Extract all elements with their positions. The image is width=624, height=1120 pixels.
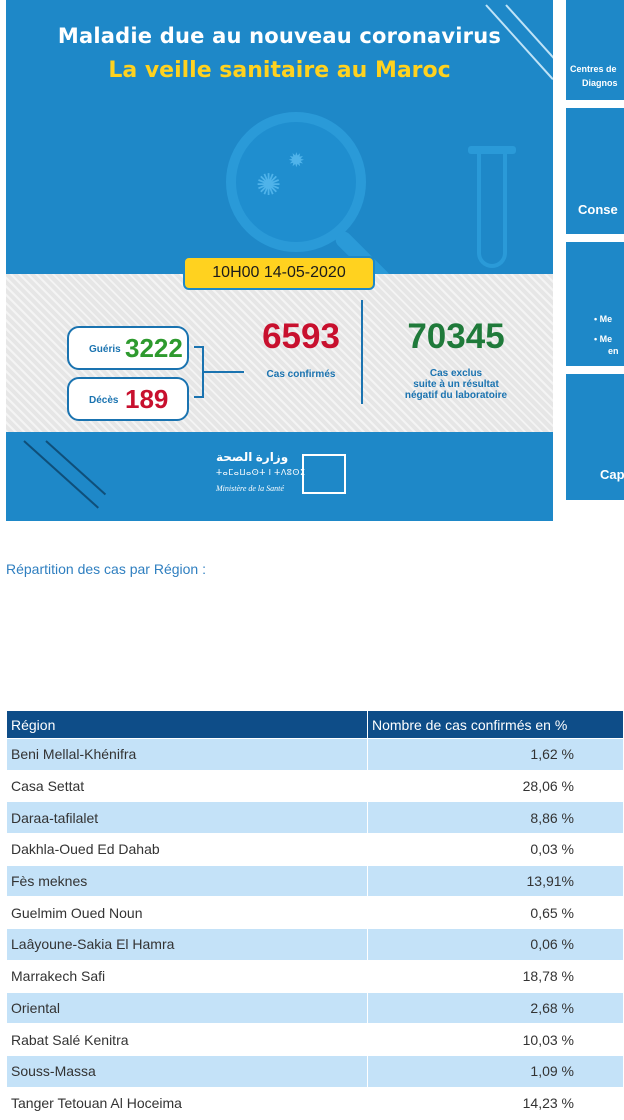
region-percentage: 2,68 % bbox=[367, 991, 624, 1025]
side-card-measures-line1: • Me bbox=[594, 314, 613, 324]
recovered-badge: Guéris 3222 bbox=[67, 326, 189, 370]
table-body: Beni Mellal-Khénifra 1,62 % Casa Settat 28,… bbox=[6, 738, 624, 1120]
region-name: Daraa-tafilalet bbox=[6, 801, 368, 835]
region-percentage: 13,91% bbox=[367, 864, 624, 898]
region-name: Marrakech Safi bbox=[6, 959, 368, 993]
region-percentage: 1,09 % bbox=[367, 1054, 624, 1088]
table-row: Guelmim Oued Noun 0,65 % bbox=[6, 896, 624, 930]
region-name: Fès meknes bbox=[6, 864, 368, 898]
region-percentage: 0,03 % bbox=[367, 833, 624, 866]
ministry-name-french: Ministère de la Santé bbox=[216, 484, 284, 493]
confirmed-label: Cas confirmés bbox=[266, 369, 336, 380]
deaths-label: Décès bbox=[89, 395, 119, 406]
region-name: Oriental bbox=[6, 991, 368, 1025]
region-percentage: 8,86 % bbox=[367, 801, 624, 835]
region-name: Casa Settat bbox=[6, 769, 368, 803]
region-percentage: 10,03 % bbox=[367, 1023, 624, 1056]
side-card-measures-line3: en bbox=[608, 346, 619, 356]
divider bbox=[361, 300, 363, 404]
region-name: Guelmim Oued Noun bbox=[6, 896, 368, 930]
ministry-emblem-icon bbox=[302, 454, 346, 494]
region-name: Tanger Tetouan Al Hoceima bbox=[6, 1086, 368, 1120]
region-percentage: 14,23 % bbox=[367, 1086, 624, 1120]
ministry-name-tifinagh: ⵜⴰⵎⴰⵡⴰⵙⵜ ⵏ ⵜⴷⵓⵙⵉ bbox=[216, 468, 306, 477]
test-tube-icon bbox=[477, 150, 507, 268]
region-name: Beni Mellal-Khénifra bbox=[6, 738, 368, 771]
virus-icon: ✹ bbox=[288, 150, 305, 172]
table-row: Marrakech Safi 18,78 % bbox=[6, 959, 624, 993]
region-percentage: 1,62 % bbox=[367, 738, 624, 771]
table-row: Casa Settat 28,06 % bbox=[6, 769, 624, 803]
region-name: Rabat Salé Kenitra bbox=[6, 1023, 368, 1056]
region-percentage: 28,06 % bbox=[367, 769, 624, 803]
deaths-count: 189 bbox=[125, 384, 169, 414]
side-card-diagnosis-line1: Centres de bbox=[570, 64, 617, 74]
excluded-label-3: négatif du laboratoire bbox=[404, 390, 508, 401]
covid-infographic: Maladie due au nouveau coronavirus La ve… bbox=[6, 0, 553, 521]
region-name: Laâyoune-Sakia El Hamra bbox=[6, 928, 368, 961]
recovered-count: 3222 bbox=[125, 333, 183, 363]
ministry-logo: وزارة الصحة ⵜⴰⵎⴰⵡⴰⵙⵜ ⵏ ⵜⴷⵓⵙⵉ Ministère d… bbox=[206, 450, 356, 502]
table-row: Rabat Salé Kenitra 10,03 % bbox=[6, 1023, 624, 1056]
side-card-measures[interactable]: • Me • Me en bbox=[566, 242, 624, 366]
side-card-advice-label: Conse bbox=[578, 202, 618, 217]
recovered-label: Guéris bbox=[89, 344, 121, 355]
side-card-diagnosis-line2: Diagnos bbox=[582, 78, 618, 88]
table-row: Souss-Massa 1,09 % bbox=[6, 1054, 624, 1088]
excluded-label-1: Cas exclus bbox=[429, 368, 483, 379]
connector-bracket bbox=[194, 346, 204, 398]
banner-subtitle: La veille sanitaire au Maroc bbox=[108, 58, 451, 83]
virus-icon: ✺ bbox=[256, 169, 282, 202]
excluded-count: 70345 bbox=[407, 317, 505, 356]
magnifier-icon bbox=[226, 112, 366, 252]
side-card-diagnosis[interactable]: Centres de Diagnos bbox=[566, 0, 624, 100]
excluded-label-2: suite à un résultat bbox=[413, 379, 499, 390]
table-row: Beni Mellal-Khénifra 1,62 % bbox=[6, 738, 624, 771]
side-card-capsules-label: Cap bbox=[600, 467, 624, 482]
header-percentage: Nombre de cas confirmés en % bbox=[367, 710, 624, 739]
side-card-measures-line2: • Me bbox=[594, 334, 613, 344]
region-percentage: 0,65 % bbox=[367, 896, 624, 930]
side-card-advice[interactable]: Conse bbox=[566, 108, 624, 234]
header-region: Région bbox=[6, 710, 368, 739]
confirmed-count: 6593 bbox=[262, 317, 340, 356]
ministry-name-arabic: وزارة الصحة bbox=[216, 450, 289, 464]
table-row: Daraa-tafilalet 8,86 % bbox=[6, 801, 624, 835]
side-card-capsules[interactable]: Cap bbox=[566, 374, 624, 500]
deaths-badge: Décès 189 bbox=[67, 377, 189, 421]
banner-title: Maladie due au nouveau coronavirus bbox=[57, 24, 502, 48]
table-row: Fès meknes 13,91% bbox=[6, 864, 624, 898]
table-row: Tanger Tetouan Al Hoceima 14,23 % bbox=[6, 1086, 624, 1120]
region-name: Souss-Massa bbox=[6, 1054, 368, 1088]
report-datetime: 10H00 14-05-2020 bbox=[183, 256, 375, 290]
table-row: Oriental 2,68 % bbox=[6, 991, 624, 1025]
connector-line bbox=[204, 371, 244, 373]
table-row: Dakhla-Oued Ed Dahab 0,03 % bbox=[6, 833, 624, 866]
region-cases-table: Région Nombre de cas confirmés en % Beni… bbox=[6, 710, 624, 1120]
region-percentage: 18,78 % bbox=[367, 959, 624, 993]
table-header-row: Région Nombre de cas confirmés en % bbox=[6, 710, 624, 739]
region-percentage: 0,06 % bbox=[367, 928, 624, 961]
table-row: Laâyoune-Sakia El Hamra 0,06 % bbox=[6, 928, 624, 961]
region-distribution-link[interactable]: Répartition des cas par Région : bbox=[6, 561, 206, 577]
region-name: Dakhla-Oued Ed Dahab bbox=[6, 833, 368, 866]
